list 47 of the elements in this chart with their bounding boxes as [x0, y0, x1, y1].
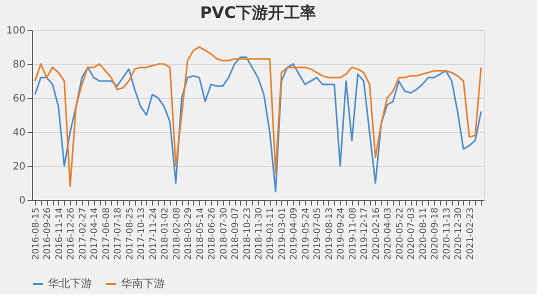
y-tick-label: 80 — [12, 60, 26, 70]
x-tick-label: 2019-12-17 — [360, 208, 370, 260]
x-tick-label: 2019-09-24 — [336, 207, 347, 260]
x-tick-label: 2020-11-13 — [442, 208, 452, 260]
x-tick-label: 2018-02-08 — [172, 207, 182, 260]
x-tick-label: 2017-08-25 — [125, 208, 136, 260]
y-tick-label: 0 — [19, 196, 26, 206]
chart-title: PVC下游开工率 — [200, 3, 316, 22]
x-tick-label: 2019-01-11 — [266, 208, 276, 260]
x-tick-label: 2017-02-27 — [78, 208, 88, 260]
x-tick-label: 2019-11-08 — [348, 207, 358, 260]
x-tick-label: 2019-04-09 — [290, 207, 300, 260]
x-tick-label: 2017-10-13 — [137, 208, 148, 260]
y-tick-label: 100 — [6, 26, 26, 36]
x-tick-label: 2018-11-30 — [254, 207, 264, 260]
y-tick-label: 20 — [12, 162, 26, 172]
x-tick-label: 2019-08-13 — [324, 208, 335, 260]
x-tick-label: 2017-11-24 — [148, 207, 159, 260]
x-tick-label: 2020-08-11 — [418, 208, 429, 260]
x-tick-label: 2018-07-30 — [219, 207, 230, 260]
x-tick-label: 2018-01-02 — [160, 208, 171, 260]
legend-label: 华北下游 — [48, 277, 92, 290]
x-tick-label: 2019-07-05 — [313, 208, 324, 260]
x-tick-label: 2020-09-18 — [430, 207, 441, 260]
x-tick-label: 2018-09-07 — [231, 208, 242, 260]
x-tick-label: 2018-10-23 — [242, 208, 253, 260]
x-tick-label: 2018-05-14 — [196, 207, 206, 260]
x-tick-label: 2020-07-03 — [407, 208, 418, 260]
x-tick-label: 2020-04-03 — [384, 208, 394, 260]
x-tick-label: 2020-05-22 — [395, 208, 406, 260]
x-tick-label: 2021-02-23 — [466, 208, 476, 260]
legend-label: 华南下游 — [121, 277, 165, 290]
x-tick-label: 2016-09-26 — [43, 207, 54, 260]
x-tick-label: 2016-08-15 — [31, 208, 42, 260]
x-tick-label: 2017-06-08 — [102, 207, 112, 260]
x-tick-label: 2018-03-29 — [184, 207, 194, 260]
y-tick-label: 40 — [12, 128, 26, 138]
x-tick-label: 2017-07-18 — [114, 207, 124, 260]
x-tick-label: 2019-03-01 — [278, 208, 288, 260]
x-tick-label: 2020-12-30 — [454, 207, 464, 260]
x-tick-label: 2016-12-26 — [66, 207, 77, 260]
x-tick-label: 2018-06-26 — [208, 207, 218, 260]
x-tick-label: 2020-02-16 — [372, 207, 382, 260]
y-tick-label: 60 — [12, 94, 26, 104]
x-tick-label: 2016-11-14 — [54, 207, 65, 260]
x-tick-label: 2017-04-14 — [90, 207, 100, 260]
x-tick-label: 2019-05-24 — [301, 207, 312, 260]
